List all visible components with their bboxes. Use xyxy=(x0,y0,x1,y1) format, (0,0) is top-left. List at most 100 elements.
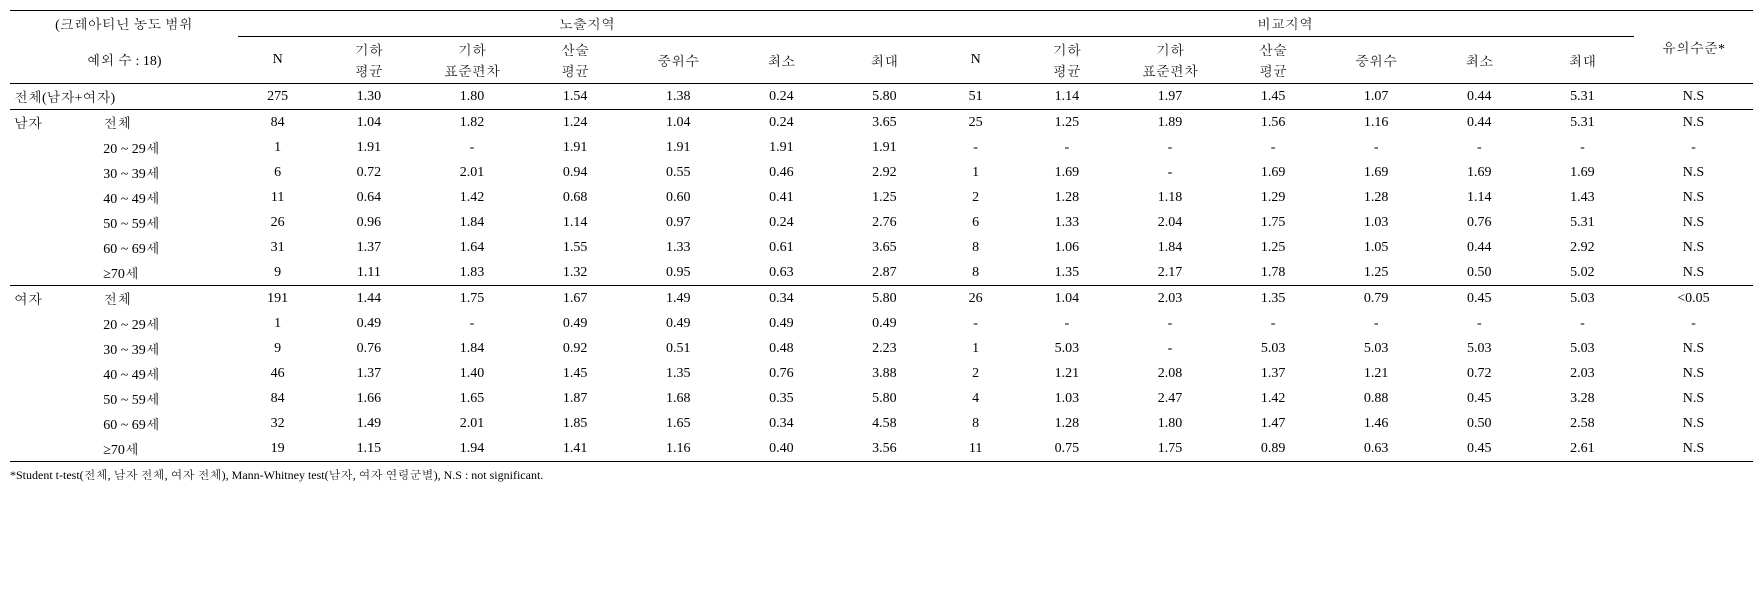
cell-value: 1.16 xyxy=(1325,110,1428,136)
footnote: *Student t-test(전체, 남자 전체, 여자 전체), Mann-… xyxy=(10,466,1753,483)
cell-value: 0.72 xyxy=(317,160,420,185)
cell-value: 3.56 xyxy=(833,436,936,462)
cell-value: - xyxy=(1325,311,1428,336)
cell-value: 1.37 xyxy=(317,361,420,386)
cell-value: 2.03 xyxy=(1118,286,1221,312)
cell-value: 1.91 xyxy=(317,135,420,160)
cell-value: 0.55 xyxy=(627,160,730,185)
cell-value: 0.45 xyxy=(1428,386,1531,411)
row-group-label: 남자 xyxy=(10,110,99,136)
cell-value: 1.37 xyxy=(317,235,420,260)
cell-value: 1.37 xyxy=(1222,361,1325,386)
cell-value: 1.43 xyxy=(1531,185,1634,210)
cell-value: 0.50 xyxy=(1428,411,1531,436)
cell-value: 0.88 xyxy=(1325,386,1428,411)
row-sub-label: 30 ~ 39세 xyxy=(99,160,238,185)
cell-value: - xyxy=(1531,311,1634,336)
cell-value: 0.34 xyxy=(730,411,833,436)
header-significance: 유의수준* xyxy=(1634,11,1753,84)
table-row: 50 ~ 59세260.961.841.140.970.242.7661.332… xyxy=(10,210,1753,235)
row-sub-label: 50 ~ 59세 xyxy=(99,210,238,235)
cell-value: 1.54 xyxy=(524,84,627,110)
cell-value: 1.75 xyxy=(1222,210,1325,235)
header-note-line1: (크레아티닌 농도 범위 xyxy=(10,11,238,37)
cell-significance: N.S xyxy=(1634,260,1753,286)
cell-value: 3.65 xyxy=(833,110,936,136)
cell-value: 1.85 xyxy=(524,411,627,436)
cell-value: 1.91 xyxy=(627,135,730,160)
cell-value: 1.30 xyxy=(317,84,420,110)
cell-significance: - xyxy=(1634,311,1753,336)
cell-value: 9 xyxy=(238,260,317,286)
cell-value: 0.41 xyxy=(730,185,833,210)
cell-value: 1.14 xyxy=(1015,84,1118,110)
cell-value: 1.55 xyxy=(524,235,627,260)
table-row: ≥70세191.151.941.411.160.403.56110.751.75… xyxy=(10,436,1753,462)
cell-value: 0.49 xyxy=(524,311,627,336)
cell-value: 0.24 xyxy=(730,210,833,235)
cell-value: 1.49 xyxy=(627,286,730,312)
cell-value: 0.89 xyxy=(1222,436,1325,462)
cell-value: 3.65 xyxy=(833,235,936,260)
cell-value: 1.28 xyxy=(1325,185,1428,210)
row-sub-label: 50 ~ 59세 xyxy=(99,386,238,411)
cell-value: 1.82 xyxy=(420,110,523,136)
cell-value: 0.95 xyxy=(627,260,730,286)
cell-value: 0.63 xyxy=(730,260,833,286)
cell-value: - xyxy=(1222,311,1325,336)
table-row: ≥70세91.111.831.320.950.632.8781.352.171.… xyxy=(10,260,1753,286)
header-amean: 산술 평균 xyxy=(1222,37,1325,84)
cell-value: - xyxy=(1015,135,1118,160)
cell-value: 1.91 xyxy=(524,135,627,160)
cell-value: 0.48 xyxy=(730,336,833,361)
row-sub-label: ≥70세 xyxy=(99,436,238,462)
cell-value: 1.38 xyxy=(627,84,730,110)
table-row: 여자전체1911.441.751.671.490.345.80261.042.0… xyxy=(10,286,1753,312)
cell-value: 0.92 xyxy=(524,336,627,361)
cell-value: 11 xyxy=(936,436,1015,462)
table-body: 전체(남자+여자)2751.301.801.541.380.245.80511.… xyxy=(10,84,1753,462)
cell-value: 0.61 xyxy=(730,235,833,260)
header-group-control: 비교지역 xyxy=(936,11,1634,37)
cell-value: 1.42 xyxy=(1222,386,1325,411)
cell-value: 1.07 xyxy=(1325,84,1428,110)
row-group-label xyxy=(10,436,99,462)
cell-value: 0.50 xyxy=(1428,260,1531,286)
cell-value: 5.03 xyxy=(1428,336,1531,361)
cell-value: 1.45 xyxy=(524,361,627,386)
cell-value: 26 xyxy=(238,210,317,235)
table-row: 60 ~ 69세311.371.641.551.330.613.6581.061… xyxy=(10,235,1753,260)
cell-value: 1.44 xyxy=(317,286,420,312)
cell-value: 1.41 xyxy=(524,436,627,462)
row-sub-label: 60 ~ 69세 xyxy=(99,411,238,436)
cell-value: 2.01 xyxy=(420,160,523,185)
cell-value: 1.84 xyxy=(420,210,523,235)
cell-value: 1.35 xyxy=(1015,260,1118,286)
cell-value: 5.03 xyxy=(1015,336,1118,361)
table-row: 50 ~ 59세841.661.651.871.680.355.8041.032… xyxy=(10,386,1753,411)
header-gsd: 기하 표준편차 xyxy=(1118,37,1221,84)
cell-value: 2.87 xyxy=(833,260,936,286)
cell-value: 1.11 xyxy=(317,260,420,286)
cell-value: - xyxy=(1118,311,1221,336)
cell-value: - xyxy=(1428,311,1531,336)
cell-value: 6 xyxy=(936,210,1015,235)
row-sub-label: 30 ~ 39세 xyxy=(99,336,238,361)
cell-value: 2.92 xyxy=(1531,235,1634,260)
row-group-label xyxy=(10,386,99,411)
cell-value: 0.49 xyxy=(317,311,420,336)
cell-value: 1.84 xyxy=(420,336,523,361)
cell-value: 1.25 xyxy=(1222,235,1325,260)
cell-value: 2.17 xyxy=(1118,260,1221,286)
cell-value: 0.76 xyxy=(730,361,833,386)
cell-value: 1.87 xyxy=(524,386,627,411)
cell-value: 2 xyxy=(936,361,1015,386)
cell-value: 1.64 xyxy=(420,235,523,260)
cell-value: 0.96 xyxy=(317,210,420,235)
row-sub-label: 20 ~ 29세 xyxy=(99,311,238,336)
cell-value: 51 xyxy=(936,84,1015,110)
cell-value: 1 xyxy=(238,311,317,336)
cell-value: 19 xyxy=(238,436,317,462)
cell-value: 1.40 xyxy=(420,361,523,386)
cell-value: 1.32 xyxy=(524,260,627,286)
